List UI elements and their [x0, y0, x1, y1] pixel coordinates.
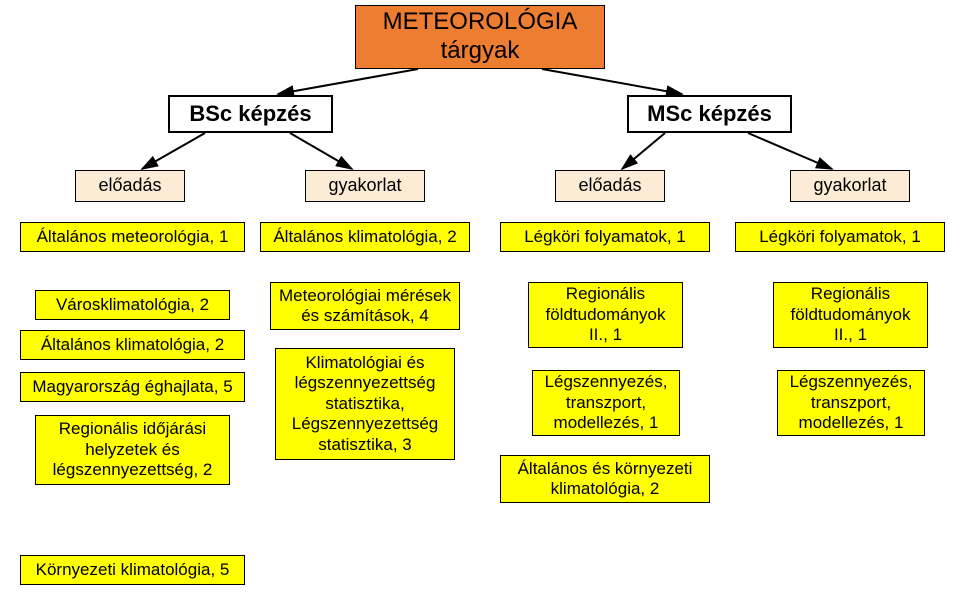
- leaf-c2r1: Általános klimatológia, 2: [260, 222, 470, 252]
- leaf-c3r3: Légszennyezés, transzport, modellezés, 1: [532, 370, 680, 436]
- leaf-c1r6: Környezeti klimatológia, 5: [20, 555, 245, 585]
- leaf-c3r1: Légköri folyamatok, 1: [500, 222, 710, 252]
- node-gyakorlat-2: gyakorlat: [790, 170, 910, 202]
- leaf-c4r1: Légköri folyamatok, 1: [735, 222, 945, 252]
- leaf-c1r2: Városklimatológia, 2: [35, 290, 230, 320]
- leaf-c4r2: Regionális földtudományok II., 1: [773, 282, 928, 348]
- leaf-c1r4: Magyarország éghajlata, 5: [20, 372, 245, 402]
- leaf-c2r2: Meteorológiai mérések és számítások, 4: [270, 282, 460, 330]
- leaf-c1r5: Regionális időjárási helyzetek és légsze…: [35, 415, 230, 485]
- node-bsc: BSc képzés: [168, 95, 333, 133]
- leaf-c1r1: Általános meteorológia, 1: [20, 222, 245, 252]
- node-eloadas-1: előadás: [75, 170, 185, 202]
- diagram-title: METEOROLÓGIA tárgyak: [355, 5, 605, 69]
- leaf-c1r3: Általános klimatológia, 2: [20, 330, 245, 360]
- leaf-c2r3: Klimatológiai és légszennyezettség stati…: [275, 348, 455, 460]
- node-gyakorlat-1: gyakorlat: [305, 170, 425, 202]
- leaf-c3r4: Általános és környezeti klimatológia, 2: [500, 455, 710, 503]
- node-eloadas-2: előadás: [555, 170, 665, 202]
- node-msc: MSc képzés: [627, 95, 792, 133]
- leaf-c4r3: Légszennyezés, transzport, modellezés, 1: [777, 370, 925, 436]
- leaf-c3r2: Regionális földtudományok II., 1: [528, 282, 683, 348]
